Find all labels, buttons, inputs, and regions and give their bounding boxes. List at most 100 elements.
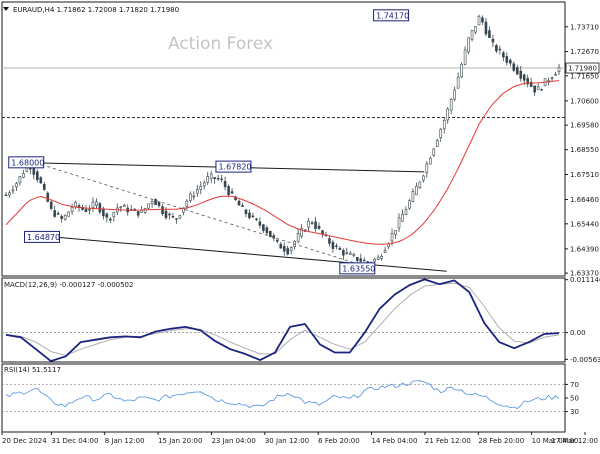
candle-body [383, 250, 387, 253]
candle-body [95, 201, 98, 206]
price-tick-label: 1.64390 [570, 245, 599, 253]
rsi-plot-area [2, 380, 565, 413]
candle-body [175, 218, 178, 220]
candle-body [515, 67, 519, 75]
candle-body [345, 252, 349, 254]
candle-body [300, 228, 303, 237]
candle-body [161, 206, 164, 215]
candle-body [199, 185, 203, 190]
candle-body [136, 211, 140, 216]
candle-body [397, 217, 401, 229]
candle-body [359, 258, 363, 262]
time-tick-label: 15 Jan 20:00 [158, 437, 202, 445]
candle-body [171, 216, 175, 218]
panel-frame [1, 363, 566, 433]
price-tick-label: 1.66460 [570, 196, 599, 204]
candle-body [18, 176, 22, 184]
candle-body [8, 192, 11, 196]
rsi-line [5, 380, 560, 409]
price-plot-area [2, 14, 565, 272]
time-tick-label: 28 Feb 20:00 [478, 437, 524, 445]
macd-axis: 0.011146 0.00 -0.005639 [565, 276, 600, 364]
candle-body [289, 247, 293, 252]
candle-body [456, 76, 460, 89]
time-tick-label: 21 Feb 12:00 [425, 437, 471, 445]
candle-body [435, 140, 439, 147]
candle-body [429, 157, 432, 165]
candle-body [46, 192, 50, 202]
lower-channel-line [58, 236, 447, 272]
candle-body [474, 26, 477, 33]
panel-frame [1, 277, 566, 363]
candle-body [512, 63, 516, 71]
price-annotation-box [373, 9, 410, 22]
candle-body [282, 246, 286, 252]
macd-tick-label: 0.011146 [570, 276, 600, 284]
price-annotation-label: 1.68000 [11, 158, 44, 167]
candle-body [279, 243, 283, 249]
candle-body [307, 220, 310, 228]
time-tick-label: 20 Dec 2024 [2, 437, 47, 445]
time-tick-label: 31 Dec 04:00 [51, 437, 98, 445]
moving-average-line [5, 80, 560, 245]
macd-title: MACD(12,26,9) -0.000127 -0.000502 [4, 281, 133, 289]
candle-body [550, 77, 554, 79]
candle-body [415, 185, 418, 196]
time-tick-label: 30 Jan 12:00 [265, 437, 309, 445]
collapse-arrow-icon[interactable] [3, 7, 9, 11]
candle-body [42, 183, 46, 190]
price-tick-label: 1.67510 [570, 171, 599, 179]
candle-body [352, 254, 356, 257]
candle-body [321, 230, 324, 235]
candle-body [554, 74, 557, 76]
candle-body [241, 205, 244, 207]
panel-frames [1, 1, 566, 433]
price-tick-label: 1.63370 [570, 270, 599, 278]
candle-body [265, 227, 269, 234]
candle-body [150, 201, 154, 205]
candle-body [147, 203, 150, 209]
candle-body [373, 258, 376, 262]
candle-body [98, 203, 102, 213]
candle-body [446, 108, 450, 121]
candle-body [505, 56, 509, 63]
rsi-tick-label: 70 [570, 381, 579, 389]
candle-body [418, 181, 422, 188]
candle-body [310, 222, 314, 224]
candle-body [449, 99, 453, 111]
time-tick-label: 6 Feb 20:00 [318, 437, 359, 445]
rsi-axis: 70 50 30 [565, 381, 579, 416]
candle-body [189, 193, 192, 201]
price-annotations: 1.68000 1.67820 1.64870 1.63550 1.74170 1.719… [8, 9, 600, 275]
candle-body [422, 175, 425, 181]
candle-body [286, 248, 290, 255]
candle-body [262, 224, 265, 231]
candle-body [331, 241, 335, 249]
price-annotation-box [215, 160, 252, 173]
candle-body [202, 182, 206, 187]
candle-body [362, 259, 366, 262]
price-annotation-label: 1.74170 [376, 11, 409, 20]
dashed-trend-line [35, 162, 374, 270]
candle-body [425, 163, 429, 174]
candle-body [269, 230, 272, 238]
price-axis: 1.73710 1.72670 1.71650 1.70600 1.69580 1.685… [565, 23, 599, 278]
candle-body [251, 215, 255, 218]
candle-body [342, 250, 345, 256]
candle-body [453, 89, 456, 100]
candle-body [275, 239, 279, 242]
candle-body [401, 213, 404, 222]
candle-body [15, 183, 18, 188]
candle-body [36, 171, 39, 181]
candle-body [519, 70, 523, 79]
candle-body [213, 177, 216, 180]
candle-body [557, 67, 561, 72]
time-axis: 20 Dec 2024 31 Dec 04:00 8 Jan 12:00 15 Jan… [1, 432, 598, 445]
candle-body [404, 209, 408, 216]
candle-body [390, 233, 394, 242]
candle-body [227, 186, 230, 196]
candle-body [195, 189, 199, 194]
candle-body [439, 129, 443, 138]
price-tick-label: 1.69580 [570, 122, 599, 130]
